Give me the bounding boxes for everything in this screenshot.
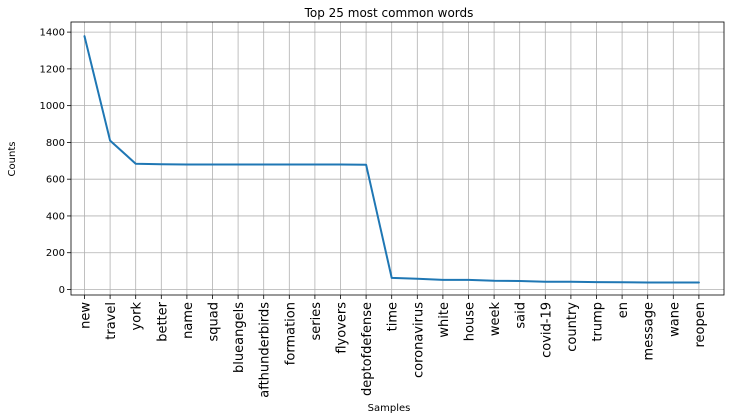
x-tick-label: travel bbox=[104, 302, 119, 340]
x-tick-label: trump bbox=[591, 302, 606, 342]
y-axis-label: Counts bbox=[7, 142, 18, 177]
y-tick-label: 400 bbox=[46, 211, 65, 222]
x-tick-label: time bbox=[386, 302, 401, 331]
x-tick-label: afthunderbirds bbox=[258, 302, 273, 398]
x-tick-label: reopen bbox=[693, 302, 708, 348]
x-tick-label: wane bbox=[667, 302, 682, 337]
x-tick-label: blueangels bbox=[232, 302, 247, 373]
x-tick-label: series bbox=[309, 302, 324, 341]
y-tick-label: 1000 bbox=[40, 101, 65, 112]
x-tick-label: covid-19 bbox=[539, 302, 554, 358]
x-axis-label: Samples bbox=[368, 403, 411, 414]
x-tick-label: new bbox=[79, 302, 94, 329]
x-tick-label: house bbox=[463, 302, 478, 341]
x-tick-label: squad bbox=[207, 302, 222, 341]
y-tick-label: 600 bbox=[46, 175, 65, 186]
chart-title: Top 25 most common words bbox=[304, 6, 474, 20]
x-axis: new travel york better name squad blueangels af… bbox=[79, 295, 708, 398]
y-tick-label: 1400 bbox=[40, 28, 65, 39]
x-tick-label: week bbox=[488, 302, 503, 337]
plot-area bbox=[70, 21, 725, 296]
x-tick-label: message bbox=[642, 302, 657, 360]
x-tick-label: coronavirus bbox=[411, 302, 426, 378]
x-tick-label: white bbox=[437, 302, 452, 338]
series-line bbox=[83, 35, 700, 284]
x-tick-label: name bbox=[181, 302, 196, 339]
x-tick-label: york bbox=[130, 302, 145, 331]
y-tick-label: 200 bbox=[46, 248, 65, 259]
x-tick-label: better bbox=[155, 301, 170, 341]
x-tick-label: formation bbox=[283, 302, 298, 365]
y-tick-label: 1200 bbox=[40, 64, 65, 75]
gridlines bbox=[71, 22, 724, 295]
x-tick-label: flyovers bbox=[335, 302, 350, 354]
x-tick-label: en bbox=[616, 302, 631, 318]
y-tick-label: 800 bbox=[46, 138, 65, 149]
x-tick-label: country bbox=[565, 302, 580, 352]
y-axis: 0 200 400 600 800 1000 1200 1400 bbox=[40, 28, 71, 296]
x-tick-label: deptofdefense bbox=[360, 302, 375, 396]
y-tick-label: 0 bbox=[59, 285, 65, 296]
x-tick-label: said bbox=[514, 302, 529, 329]
